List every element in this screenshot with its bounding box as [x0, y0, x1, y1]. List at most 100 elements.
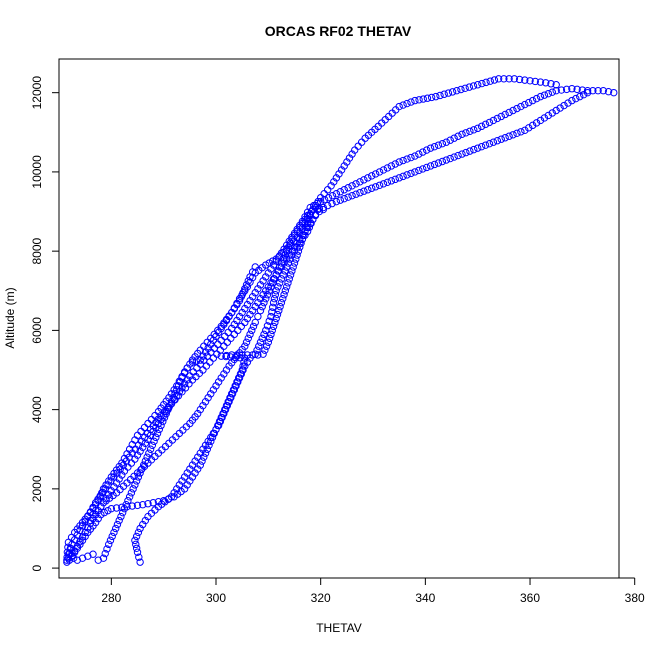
data-point: [220, 342, 228, 350]
data-point: [256, 281, 265, 289]
data-point: [235, 294, 244, 303]
data-point: [209, 386, 218, 394]
data-point: [465, 83, 474, 91]
data-point: [191, 469, 199, 477]
data-point: [227, 334, 235, 343]
data-point: [540, 114, 549, 122]
data-point: [419, 95, 427, 103]
data-point: [132, 477, 141, 485]
data-point: [497, 135, 505, 143]
data-point: [419, 165, 427, 173]
data-point: [288, 267, 296, 275]
data-point: [572, 94, 580, 103]
data-point: [237, 293, 246, 301]
y-tick-label: 0: [30, 564, 44, 571]
data-point: [360, 176, 368, 184]
data-point: [154, 498, 163, 506]
data-point: [532, 94, 541, 103]
data-point: [111, 524, 120, 533]
data-point: [461, 84, 469, 93]
data-point: [387, 177, 396, 185]
data-point: [415, 96, 423, 104]
data-point: [332, 197, 341, 206]
data-point: [323, 201, 332, 210]
data-point: [208, 433, 217, 442]
data-point: [557, 86, 566, 94]
data-point: [458, 150, 466, 158]
data-point: [112, 504, 121, 512]
data-point: [466, 127, 474, 136]
data-point: [235, 296, 244, 305]
data-point: [344, 193, 352, 201]
data-point: [174, 382, 183, 390]
data-point: [276, 302, 284, 311]
data-point: [268, 326, 276, 335]
data-point: [604, 87, 613, 96]
data-point: [438, 139, 447, 148]
data-point: [155, 425, 164, 434]
data-point: [225, 312, 233, 321]
data-point: [415, 166, 423, 175]
x-tick-label: 360: [520, 591, 540, 605]
data-point: [180, 485, 189, 493]
data-point: [521, 126, 529, 135]
data-point: [270, 294, 279, 303]
data-point: [99, 554, 108, 562]
y-tick-label: 4000: [30, 396, 44, 423]
data-point: [354, 142, 362, 150]
data-point: [423, 94, 432, 102]
data-point: [509, 131, 517, 139]
data-point: [186, 465, 194, 473]
data-point: [470, 145, 478, 154]
data-point: [167, 390, 176, 398]
data-point: [205, 441, 213, 449]
data-point: [101, 549, 109, 558]
data-point: [446, 154, 454, 163]
chart-title: ORCAS RF02 THETAV: [265, 23, 412, 39]
data-point: [265, 287, 273, 295]
data-point: [216, 346, 225, 354]
y-tick-label: 12000: [30, 76, 44, 110]
data-point: [201, 348, 210, 356]
data-point: [315, 204, 324, 213]
data-point: [175, 481, 184, 489]
data-point: [203, 445, 211, 453]
data-point: [136, 469, 144, 477]
data-point: [286, 271, 295, 279]
data-point: [540, 91, 549, 99]
data-point: [117, 512, 125, 521]
data-point: [139, 461, 148, 469]
data-point: [239, 289, 247, 297]
data-point: [173, 386, 181, 394]
data-point: [118, 508, 127, 517]
data-point: [485, 139, 494, 148]
x-axis-label: THETAV: [316, 621, 362, 635]
data-point: [171, 390, 179, 398]
data-point: [144, 500, 152, 508]
x-tick-label: 320: [311, 591, 331, 605]
data-point: [462, 129, 470, 137]
data-point: [210, 344, 218, 352]
data-point: [453, 86, 461, 95]
data-point: [81, 532, 89, 541]
data-point: [188, 358, 197, 366]
data-point: [159, 417, 167, 426]
data-point: [356, 178, 364, 186]
plot-frame: [58, 58, 620, 579]
data-point: [207, 437, 215, 446]
data-point: [293, 251, 301, 259]
data-point: [259, 277, 267, 285]
data-point: [450, 153, 458, 161]
data-points: [63, 75, 618, 566]
data-point: [76, 540, 84, 549]
data-point: [510, 75, 519, 83]
data-point: [133, 501, 142, 510]
data-point: [442, 156, 450, 164]
data-point: [330, 178, 338, 186]
data-point: [238, 366, 246, 374]
data-point: [469, 82, 478, 90]
data-point: [258, 334, 266, 343]
data-point: [199, 401, 207, 410]
data-point: [267, 312, 275, 321]
